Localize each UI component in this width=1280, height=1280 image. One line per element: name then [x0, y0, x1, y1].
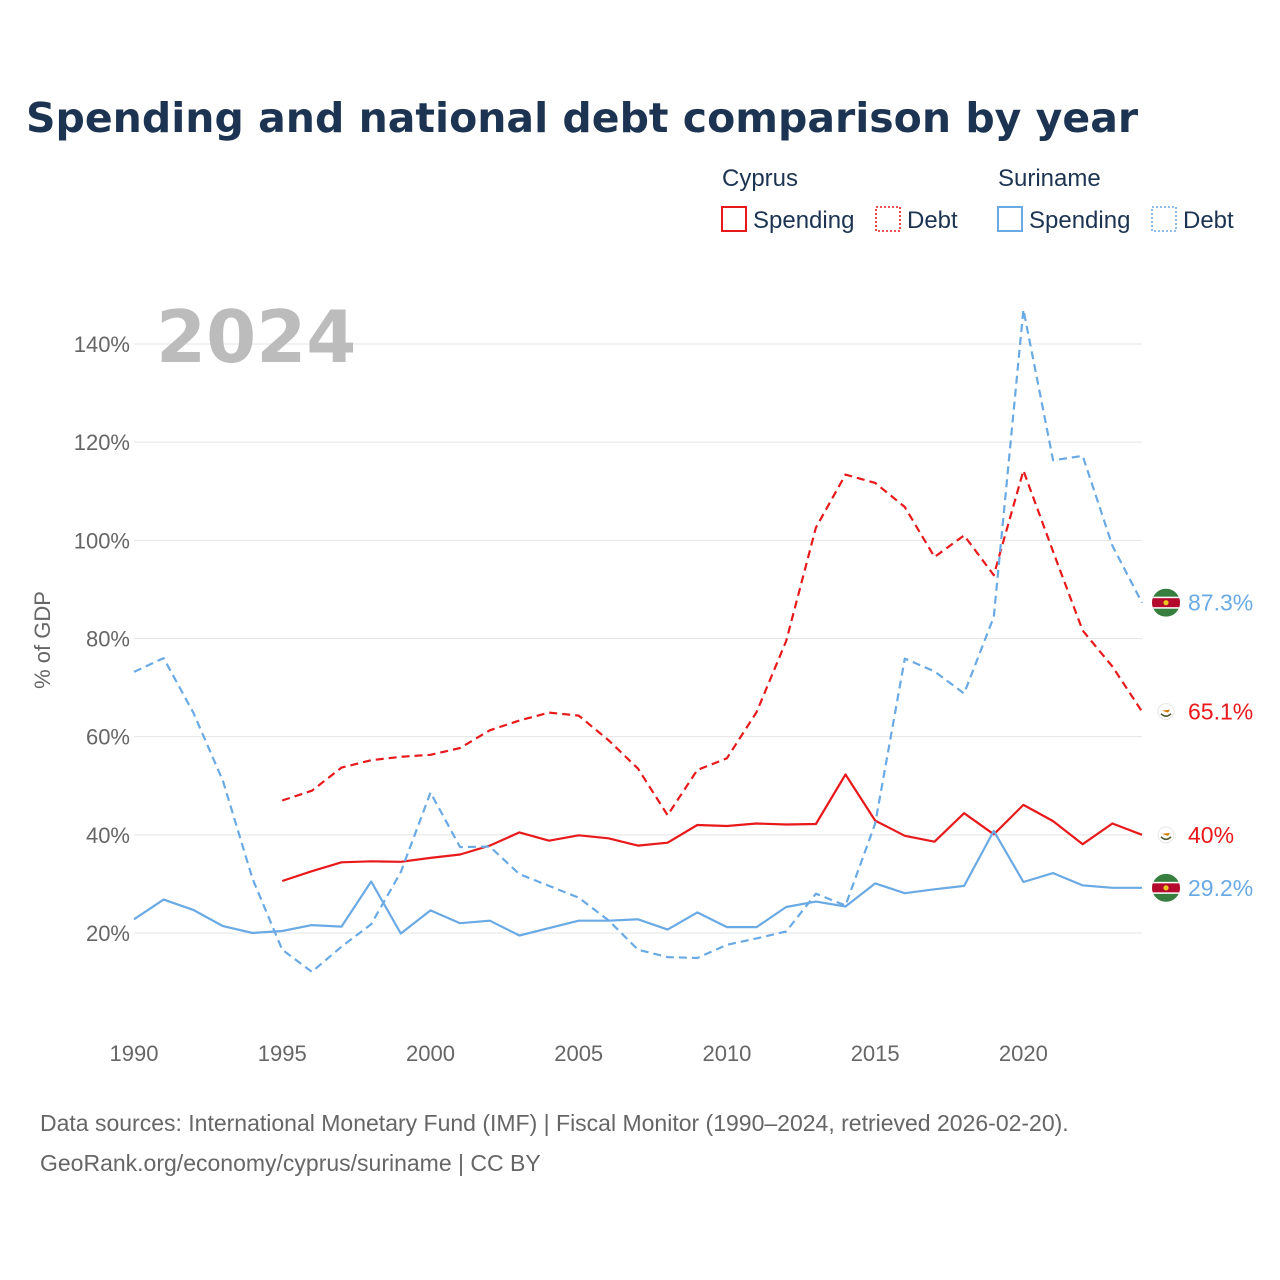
x-tick-label: 2005 [554, 1041, 603, 1066]
x-tick-label: 2000 [406, 1041, 455, 1066]
suriname-flag-icon [1152, 873, 1180, 902]
y-axis-label: % of GDP [30, 591, 55, 689]
x-tick-label: 1995 [258, 1041, 307, 1066]
legend-swatch [721, 206, 747, 232]
legend: Cyprus Spending Debt Suriname Spending Debt [721, 165, 1234, 234]
legend-group-suriname: Suriname [998, 165, 1101, 192]
chart-title: Spending and national debt comparison by… [26, 94, 1139, 142]
series-line-suriname-debt [133, 308, 1143, 973]
legend-item-label: Debt [907, 207, 958, 234]
y-axis-ticks: 20% 40% 60% 80% 100% 120% 140% [74, 332, 130, 946]
x-tick-label: 2020 [999, 1041, 1048, 1066]
series-lines [133, 308, 1143, 973]
source-line-1: Data sources: International Monetary Fun… [40, 1110, 1069, 1136]
legend-item-label: Spending [1029, 207, 1130, 234]
end-label: 65.1% [1188, 699, 1253, 725]
series-line-cyprus-debt [281, 469, 1143, 817]
end-label: 87.3% [1188, 590, 1253, 616]
x-tick-label: 2015 [851, 1041, 900, 1066]
end-label: 29.2% [1188, 875, 1253, 901]
gridlines [134, 343, 1142, 934]
y-tick-label: 100% [74, 528, 130, 553]
legend-swatch [875, 206, 901, 232]
x-axis-ticks: 1990 1995 2000 2005 2010 2015 2020 [110, 1041, 1048, 1066]
cyprus-flag-icon [1157, 703, 1175, 721]
end-label: 40% [1188, 822, 1234, 848]
source-line-2: GeoRank.org/economy/cyprus/suriname | CC… [40, 1150, 541, 1176]
y-tick-label: 140% [74, 332, 130, 357]
series-line-cyprus-spending [281, 773, 1143, 883]
y-tick-label: 20% [86, 921, 130, 946]
end-markers: 40% 65.1% 29.2% 87.3% [1152, 588, 1253, 902]
cyprus-flag-icon [1157, 826, 1175, 844]
x-tick-label: 2010 [702, 1041, 751, 1066]
legend-item-label: Spending [753, 207, 854, 234]
legend-swatch [1151, 206, 1177, 232]
y-tick-label: 80% [86, 627, 130, 652]
y-tick-label: 60% [86, 725, 130, 750]
legend-item-label: Debt [1183, 207, 1234, 234]
y-tick-label: 40% [86, 823, 130, 848]
legend-group-cyprus: Cyprus [722, 165, 798, 192]
series-line-suriname-spending [133, 829, 1142, 937]
suriname-flag-icon [1152, 588, 1180, 617]
x-tick-label: 1990 [110, 1041, 159, 1066]
legend-swatch [997, 206, 1023, 232]
year-watermark: 2024 [156, 295, 356, 379]
y-tick-label: 120% [74, 430, 130, 455]
